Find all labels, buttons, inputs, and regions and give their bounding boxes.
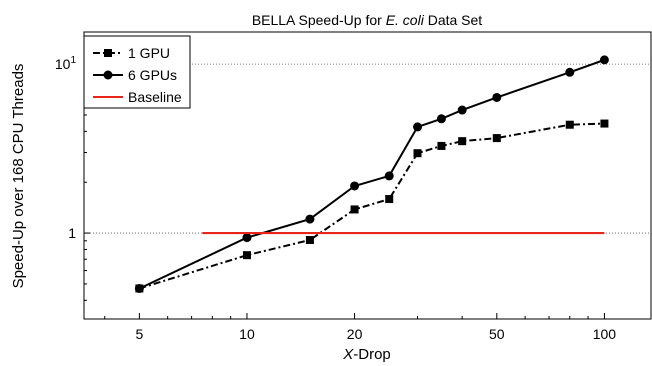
series-layer xyxy=(134,55,609,293)
legend-label-6gpus: 6 GPUs xyxy=(128,67,177,83)
y-axis-title: Speed-Up over 168 CPU Threads xyxy=(10,64,27,289)
series-line-6-gpus xyxy=(138,58,605,290)
point-6-gpus-6 xyxy=(436,114,446,124)
point-6-gpus-10 xyxy=(599,55,609,65)
point-1-gpu-2 xyxy=(305,235,314,244)
point-1-gpu-10 xyxy=(600,119,609,128)
x-tick-label-0: 5 xyxy=(135,326,143,342)
point-1-gpu-9 xyxy=(565,120,574,129)
point-6-gpus-5 xyxy=(413,122,423,132)
point-1-gpu-6 xyxy=(437,141,446,150)
legend-label-1gpu: 1 GPU xyxy=(128,45,170,61)
point-6-gpus-4 xyxy=(384,171,394,181)
point-6-gpus-0 xyxy=(134,283,144,293)
point-6-gpus-9 xyxy=(565,67,575,77)
point-1-gpu-5 xyxy=(413,149,422,158)
point-1-gpu-4 xyxy=(385,195,394,204)
series-line-1-gpu xyxy=(139,122,605,290)
legend-label-baseline: Baseline xyxy=(128,89,182,105)
x-tick-label-2: 20 xyxy=(347,326,363,342)
legend-item-1gpu: 1 GPU xyxy=(93,45,170,61)
x-tick-label-4: 100 xyxy=(593,326,617,342)
chart-title: BELLA Speed-Up for E. coli Data Set xyxy=(252,12,482,28)
x-axis-title: X-Drop xyxy=(342,346,391,363)
legend-marker-6gpus xyxy=(103,70,113,80)
point-6-gpus-8 xyxy=(492,92,502,102)
legend-item-baseline: Baseline xyxy=(93,89,182,105)
point-1-gpu-1 xyxy=(242,251,251,260)
legend: 1 GPU 6 GPUs Baseline xyxy=(83,35,191,109)
plot-area xyxy=(83,31,652,320)
x-tick-label-1: 10 xyxy=(239,326,255,342)
point-6-gpus-1 xyxy=(242,233,252,243)
y-tick-label-1: 101 xyxy=(55,55,77,72)
point-6-gpus-7 xyxy=(457,105,467,115)
x-tick-label-3: 50 xyxy=(489,326,505,342)
point-1-gpu-3 xyxy=(350,205,359,214)
point-1-gpu-8 xyxy=(492,134,501,143)
point-6-gpus-2 xyxy=(305,214,315,224)
y-tick-exponent: 1 xyxy=(70,55,76,66)
y-tick-label-0: 1 xyxy=(68,225,76,241)
legend-item-6gpus: 6 GPUs xyxy=(93,67,177,83)
point-6-gpus-3 xyxy=(350,181,360,191)
point-1-gpu-7 xyxy=(458,137,467,146)
legend-marker-1gpu xyxy=(104,49,112,57)
